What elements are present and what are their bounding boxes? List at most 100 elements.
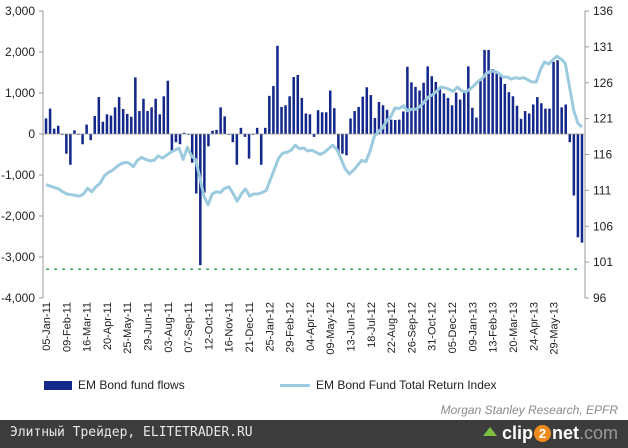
brand-mid: net xyxy=(551,423,579,443)
x-tick-label: 09-Jan-13 xyxy=(467,302,479,352)
bar xyxy=(467,66,470,134)
bar xyxy=(121,108,125,134)
upload-arrow-icon xyxy=(482,427,497,436)
bar xyxy=(48,108,52,134)
bar xyxy=(280,106,283,134)
bar xyxy=(109,115,113,134)
bar xyxy=(487,49,490,135)
bar xyxy=(345,134,348,156)
bar xyxy=(393,120,397,134)
bar xyxy=(560,107,563,134)
bar xyxy=(154,98,157,134)
bar xyxy=(442,93,446,134)
bar xyxy=(142,98,145,134)
bar xyxy=(182,132,186,134)
y2-tick-label: 131 xyxy=(593,40,613,54)
x-tick-label: 26-Sep-12 xyxy=(406,302,418,353)
bar xyxy=(446,97,450,134)
y-axis-right: 136 131 126 121 116 111 106 101 96 xyxy=(584,4,613,305)
bar xyxy=(117,97,121,134)
bar xyxy=(377,102,381,134)
x-tick-label: 04-Apr-12 xyxy=(305,302,317,351)
x-tick-label: 13-Jun-12 xyxy=(346,302,358,352)
bar xyxy=(434,81,438,134)
bar xyxy=(65,134,68,154)
bar xyxy=(284,105,287,134)
bar xyxy=(402,111,405,134)
x-tick-label: 03-Aug-11 xyxy=(163,302,175,353)
bar xyxy=(308,114,312,134)
bar xyxy=(564,104,567,134)
bar xyxy=(312,134,316,137)
x-tick-label: 16-Nov-11 xyxy=(224,302,236,353)
x-tick-label: 05-Jan-11 xyxy=(41,302,53,351)
bar xyxy=(462,90,466,134)
y-tick-label: -1,000 xyxy=(1,168,35,182)
x-axis-labels: 05-Jan-11 09-Feb-11 16-Mar-11 20-Apr-11 25-M… xyxy=(41,302,561,355)
bar xyxy=(73,130,76,134)
bar xyxy=(369,95,373,134)
bar xyxy=(519,118,523,134)
bar xyxy=(259,134,263,165)
bar xyxy=(398,119,401,134)
y-tick-label: 3,000 xyxy=(5,4,35,18)
x-tick-label: 31-Oct-12 xyxy=(427,302,439,351)
y2-tick-label: 116 xyxy=(593,148,612,162)
x-tick-label: 05-Dec-12 xyxy=(447,302,459,353)
x-tick-label: 16-Mar-11 xyxy=(82,302,94,352)
y-axis-left: 3,000 2,000 1,000 0 -1,000 -2,000 -3,000 -4,000 xyxy=(1,4,44,305)
bar xyxy=(125,113,129,134)
x-tick-label: 29-Jun-11 xyxy=(143,302,155,351)
bar xyxy=(178,134,182,145)
y2-tick-label: 126 xyxy=(593,76,613,90)
bar xyxy=(458,99,462,134)
bar xyxy=(373,118,377,134)
x-tick-label: 09-May-12 xyxy=(325,302,337,355)
bar xyxy=(568,134,572,143)
return-index-line xyxy=(45,54,584,207)
legend-swatch-line xyxy=(280,383,310,387)
bar xyxy=(540,103,543,134)
bar xyxy=(89,134,92,141)
bar xyxy=(288,96,291,134)
bar xyxy=(304,113,308,134)
bar xyxy=(483,49,486,135)
bar xyxy=(495,70,498,134)
bar xyxy=(548,108,551,134)
bar xyxy=(130,116,133,134)
bar xyxy=(170,134,174,152)
y2-tick-label: 96 xyxy=(593,291,607,305)
bar xyxy=(56,125,60,134)
bar xyxy=(454,92,458,134)
clip2net-logo[interactable]: clip 2 net .com xyxy=(482,423,618,444)
y2-tick-label: 106 xyxy=(593,219,613,233)
bar xyxy=(138,111,141,134)
bar xyxy=(580,134,584,243)
bar xyxy=(389,119,393,134)
bar xyxy=(174,134,178,143)
x-tick-label: 12-Oct-11 xyxy=(203,302,215,350)
bar xyxy=(52,128,56,134)
x-tick-label: 24-Apr-13 xyxy=(528,302,540,351)
x-tick-label: 25-Jan-12 xyxy=(264,302,276,352)
y-tick-label: 2,000 xyxy=(5,45,35,59)
bar xyxy=(576,134,580,238)
bar xyxy=(219,107,222,134)
legend-swatch-bar xyxy=(44,380,72,390)
x-tick-label: 25-May-11 xyxy=(122,302,134,354)
bar xyxy=(69,134,72,165)
bar xyxy=(422,82,425,134)
bar xyxy=(105,114,109,134)
bar xyxy=(150,107,153,134)
bar xyxy=(166,80,170,134)
bar xyxy=(426,66,429,134)
bar xyxy=(572,134,576,196)
bar xyxy=(146,111,149,134)
brand-prefix: clip xyxy=(501,423,533,443)
bar xyxy=(268,95,271,134)
bar xyxy=(353,111,356,134)
bar xyxy=(556,60,559,135)
legend-label-fund-flows: EM Bond fund flows xyxy=(78,378,185,392)
bar xyxy=(272,86,275,134)
legend-label-return-index: EM Bond Fund Total Return Index xyxy=(316,378,497,392)
